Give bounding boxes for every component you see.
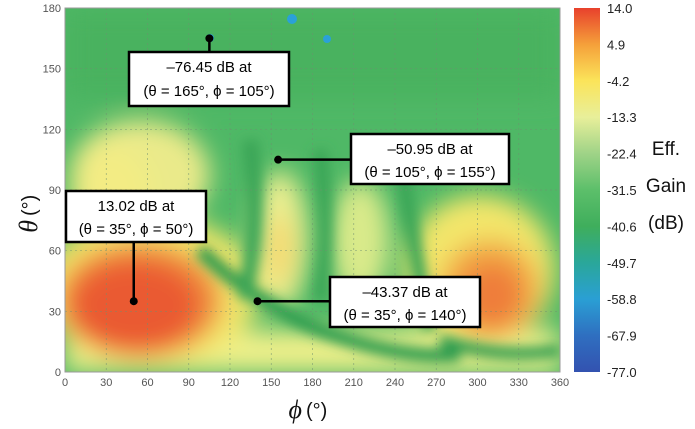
colorbar-tick-label: -31.5	[607, 183, 637, 198]
x-tick-label: 60	[141, 377, 153, 389]
x-tick-label: 330	[510, 377, 528, 389]
x-axis-unit: (°)	[306, 400, 327, 422]
y-tick-label: 0	[55, 367, 61, 379]
annotation-null-105: –50.95 dB at (θ = 105°, ϕ = 155°)	[274, 132, 511, 186]
annotation-box	[64, 189, 208, 244]
x-axis-symbol: ϕ	[289, 395, 302, 424]
annotation-line-1: 13.02 dB at	[98, 198, 176, 215]
colorbar-tick-label: 4.9	[607, 37, 625, 52]
colorbar-tick-label: -49.7	[607, 256, 637, 271]
colorbar-tick-labels: 14.0 4.9 -4.2 -13.3 -22.4 -31.5 -40.6 -49.7 -58.…	[607, 1, 637, 380]
y-axis-title: θ (°)	[14, 195, 43, 233]
colorbar	[574, 8, 600, 372]
annotation-line-2: (θ = 35°, ϕ = 140°)	[344, 307, 467, 324]
y-axis-unit: (°)	[19, 195, 41, 216]
x-tick-label: 0	[62, 377, 68, 389]
y-tick-label: 120	[43, 124, 61, 136]
y-tick-label: 30	[49, 306, 61, 318]
annotation-line-1: –50.95 dB at	[387, 141, 473, 158]
y-tick-label: 180	[43, 3, 61, 15]
colorbar-label: Eff. Gain (dB)	[646, 139, 686, 234]
x-tick-label: 360	[551, 377, 569, 389]
annotation-line-2: (θ = 105°, ϕ = 155°)	[364, 164, 495, 181]
colorbar-tick-label: -4.2	[607, 74, 629, 89]
annotation-marker	[253, 297, 262, 306]
y-tick-labels: 0 30 60 90 120 150 180	[43, 3, 61, 379]
colorbar-tick-label: -58.8	[607, 292, 637, 307]
colorbar-label-line-1: Eff.	[652, 139, 680, 160]
colorbar-tick-label: -13.3	[607, 110, 637, 125]
colorbar-label-line-3: (dB)	[648, 213, 684, 234]
x-tick-label: 120	[221, 377, 239, 389]
annotation-marker	[205, 34, 214, 43]
annotation-line-1: –76.45 dB at	[166, 59, 252, 76]
annotation-line-2: (θ = 35°, ϕ = 50°)	[79, 221, 194, 238]
y-tick-label: 150	[43, 64, 61, 76]
colorbar-tick-label: -40.6	[607, 219, 637, 234]
annotation-box	[328, 275, 482, 329]
x-tick-label: 300	[468, 377, 486, 389]
x-tick-label: 210	[345, 377, 363, 389]
annotation-box	[349, 132, 511, 186]
colorbar-tick-label: 14.0	[607, 1, 632, 16]
annotation-null-35: –43.37 dB at (θ = 35°, ϕ = 140°)	[253, 275, 482, 329]
colorbar-label-line-2: Gain	[646, 176, 686, 197]
annotation-line-1: –43.37 dB at	[362, 284, 448, 301]
annotation-marker	[274, 155, 283, 164]
colorbar-tick-label: -22.4	[607, 147, 637, 162]
annotation-line-2: (θ = 165°, ϕ = 105°)	[143, 83, 274, 100]
x-tick-label: 270	[427, 377, 445, 389]
colorbar-tick-label: -67.9	[607, 329, 637, 344]
colorbar-tick-label: -77.0	[607, 365, 637, 380]
y-axis-symbol: θ	[14, 220, 43, 233]
x-tick-label: 30	[100, 377, 112, 389]
annotation-min-null: –76.45 dB at (θ = 165°, ϕ = 105°)	[127, 34, 291, 108]
x-tick-label: 240	[386, 377, 404, 389]
annotation-peak-gain: 13.02 dB at (θ = 35°, ϕ = 50°)	[64, 189, 208, 306]
x-tick-label: 180	[303, 377, 321, 389]
x-tick-label: 90	[183, 377, 195, 389]
x-tick-labels: 0 30 60 90 120 150 180 210 240 270 300 330 360	[62, 377, 569, 389]
y-tick-label: 90	[49, 185, 61, 197]
annotation-box	[127, 50, 291, 108]
x-tick-label: 150	[262, 377, 280, 389]
annotation-marker	[129, 297, 138, 306]
y-tick-label: 60	[49, 246, 61, 258]
